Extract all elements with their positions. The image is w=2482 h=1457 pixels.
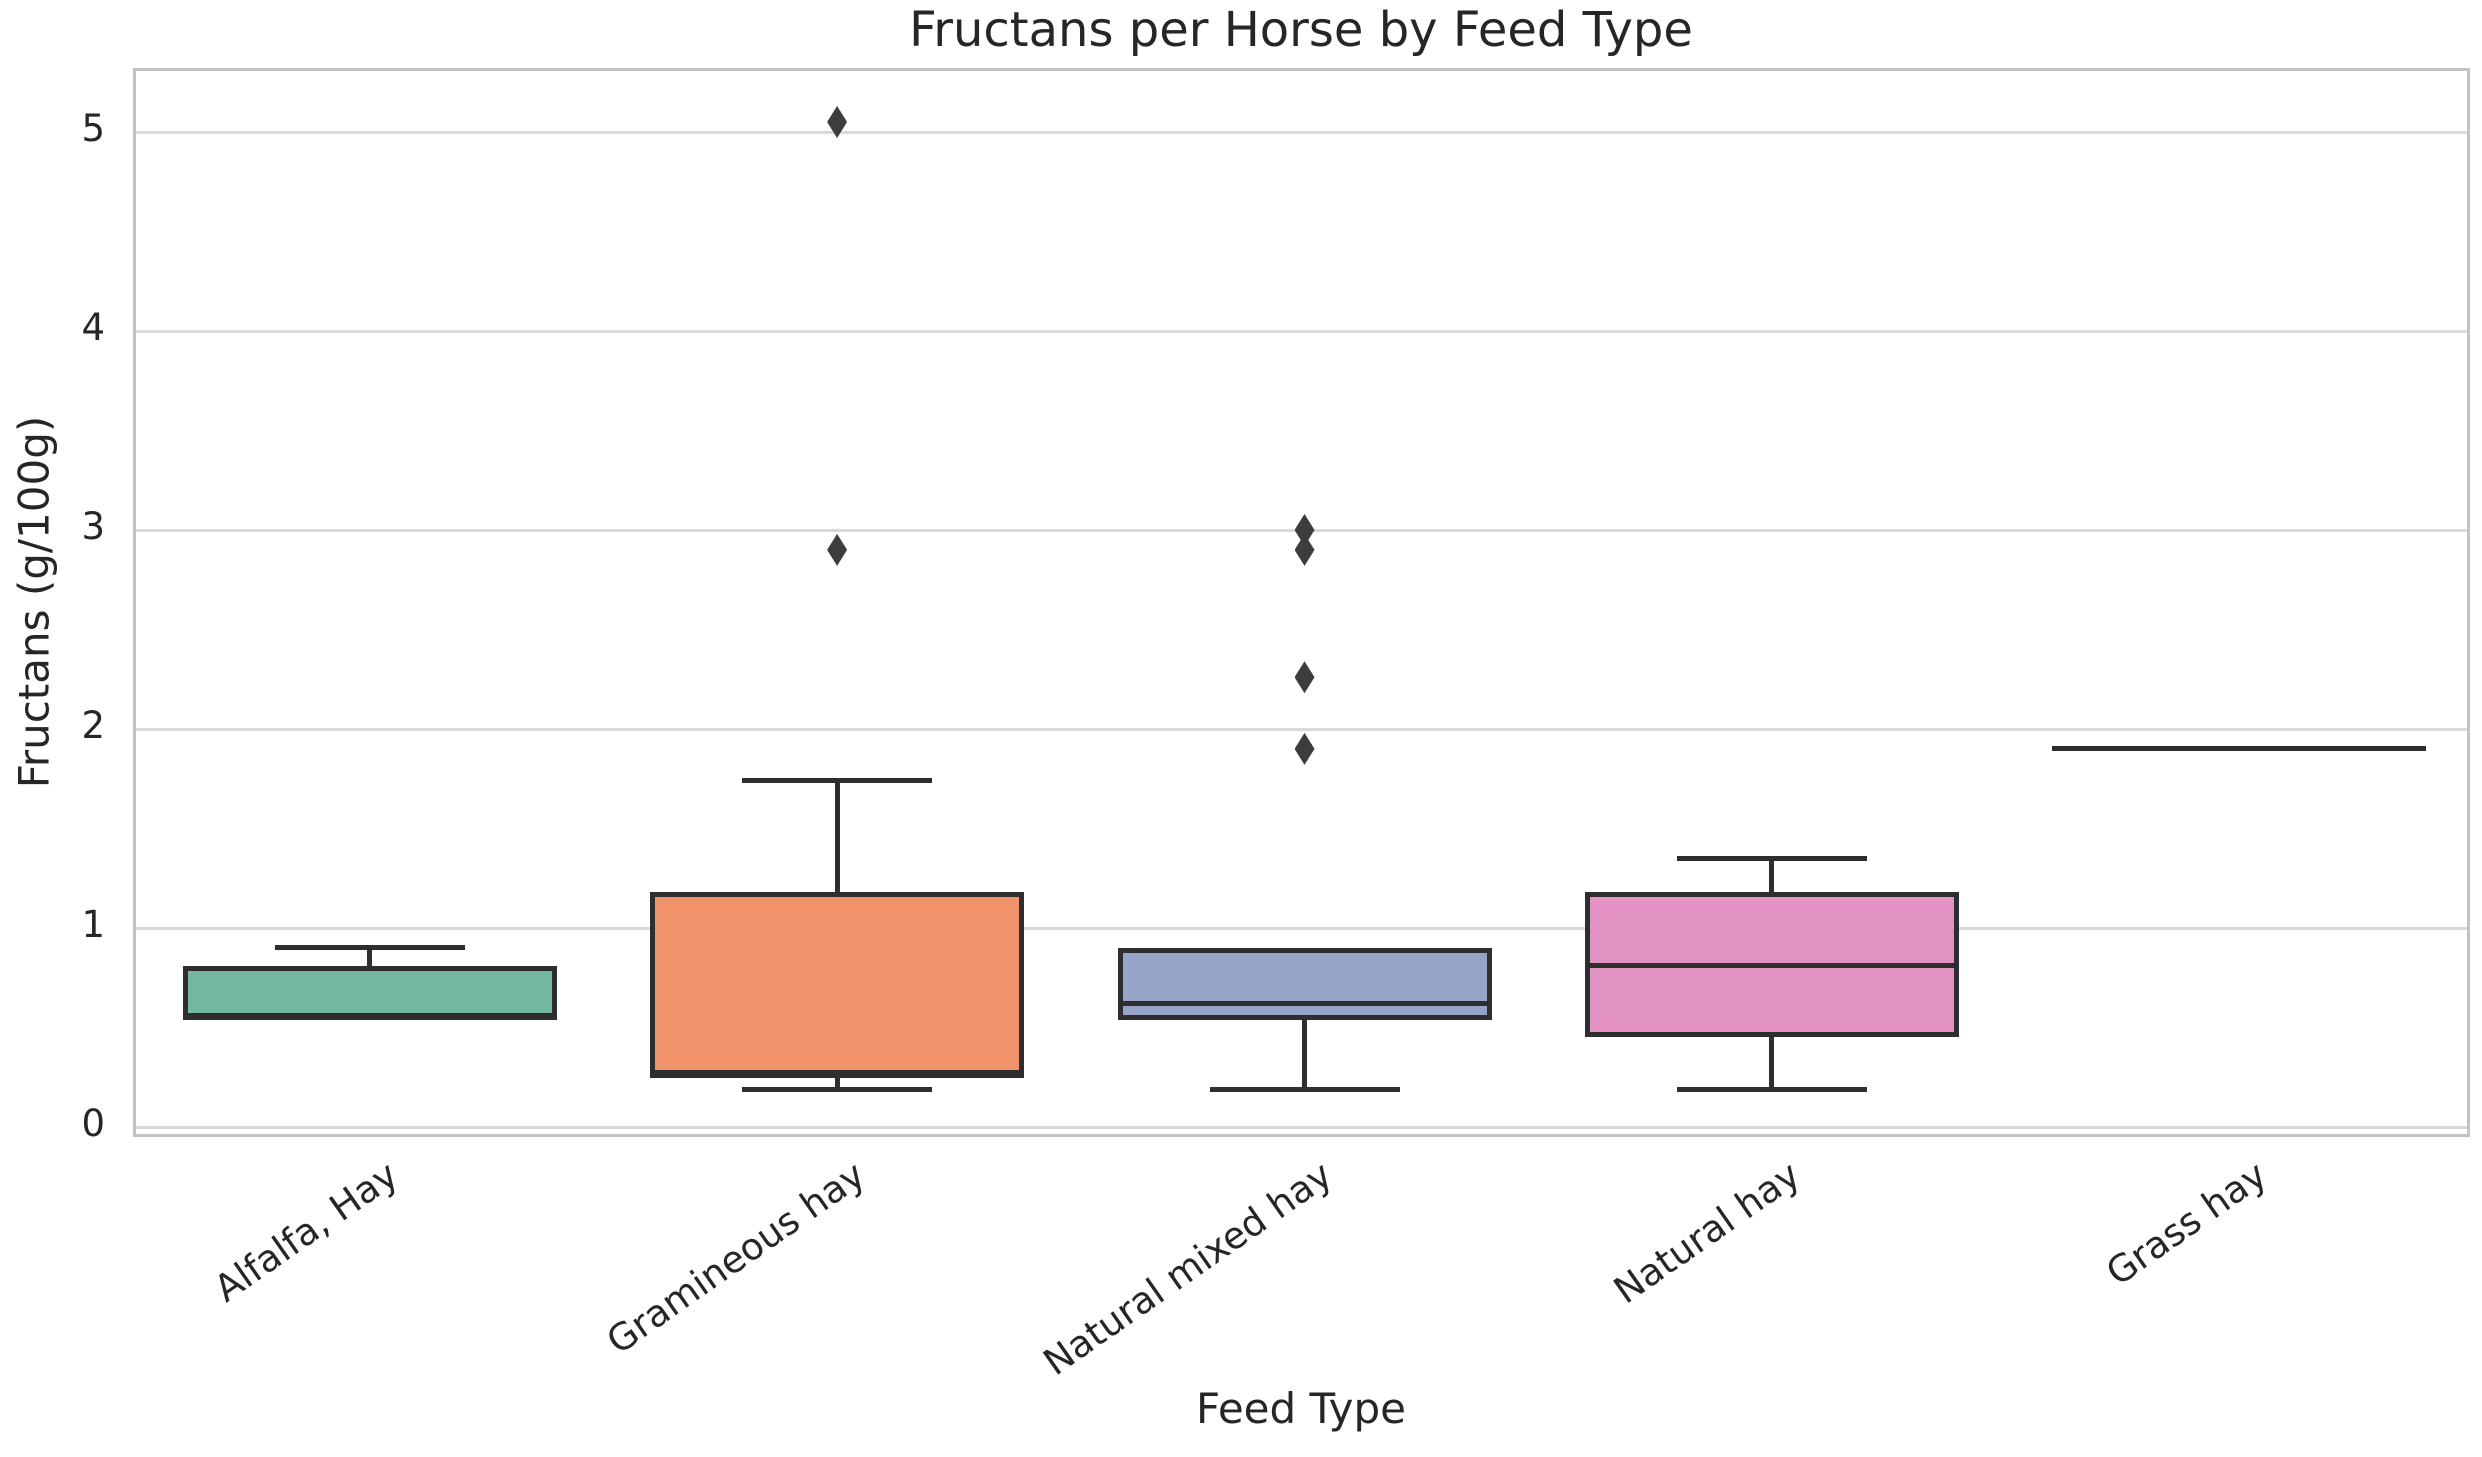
lower-whisker-stem: [834, 1075, 840, 1090]
lower-whisker-cap: [1209, 1086, 1400, 1092]
box-0: [182, 965, 557, 1018]
y-gridline: [136, 1125, 2467, 1129]
median-line: [182, 1015, 557, 1021]
x-tick-label: Grass hay: [2098, 1153, 2275, 1295]
chart-title: Fructans per Horse by Feed Type: [909, 2, 1693, 58]
outlier-diamond: [827, 106, 848, 139]
y-gridline: [136, 926, 2467, 930]
outlier-diamond: [1294, 514, 1315, 546]
median-line: [1117, 1001, 1492, 1007]
upper-whisker-cap: [274, 945, 465, 951]
upper-whisker-stem: [1769, 858, 1775, 893]
y-tick-label: 3: [81, 505, 105, 548]
y-tick-label: 5: [81, 107, 105, 150]
upper-whisker-cap: [1676, 855, 1867, 861]
y-tick-label: 1: [81, 903, 105, 946]
plot-area: [133, 68, 2470, 1137]
x-axis-label: Feed Type: [1195, 1384, 1407, 1433]
lower-whisker-stem: [1769, 1037, 1775, 1090]
y-gridline: [136, 329, 2467, 333]
flat-box-line: [2052, 746, 2427, 752]
y-tick-label: 0: [81, 1102, 105, 1145]
x-tick-label: Natural hay: [1605, 1153, 1808, 1313]
y-gridline: [136, 727, 2467, 731]
y-tick-label: 4: [81, 306, 105, 349]
upper-whisker-cap: [742, 778, 933, 784]
median-line: [650, 1072, 1025, 1078]
outlier-diamond: [1294, 732, 1315, 765]
lower-whisker-cap: [1676, 1086, 1867, 1092]
upper-whisker-stem: [834, 780, 840, 893]
lower-whisker-cap: [742, 1086, 933, 1092]
upper-whisker-stem: [367, 947, 373, 966]
outlier-diamond: [1294, 533, 1315, 566]
y-gridline: [136, 130, 2467, 134]
outlier-diamond: [1294, 661, 1315, 694]
box-1: [650, 892, 1025, 1076]
lower-whisker-stem: [1302, 1019, 1307, 1090]
box-2: [1117, 947, 1492, 1020]
x-tick-label: Alfalfa, Hay: [206, 1153, 406, 1311]
x-tick-label: Natural mixed hay: [1035, 1153, 1341, 1385]
median-line: [1584, 963, 1959, 969]
y-tick-label: 2: [81, 704, 105, 747]
outlier-diamond: [827, 533, 848, 566]
x-tick-label: Gramineous hay: [598, 1153, 873, 1363]
